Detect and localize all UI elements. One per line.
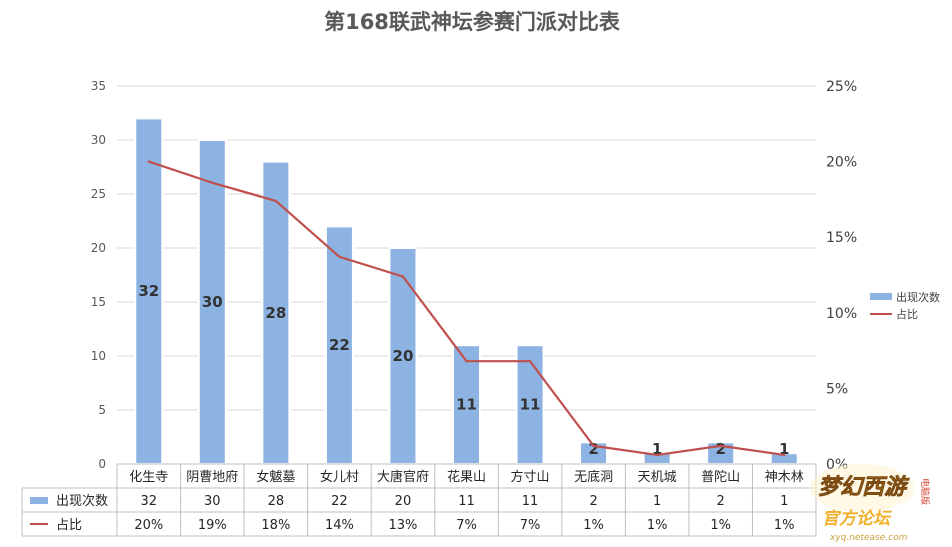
table-cell: 1 [780,494,788,509]
logo-url: xyq.netease.com [829,533,908,543]
legend-line-label: 占比 [896,307,918,321]
table-cell: 2 [589,494,597,509]
right-tick-label: 20% [826,155,857,171]
table-cell: 30 [204,494,221,509]
table-cell: 28 [268,494,285,509]
line-point [719,444,722,448]
line-point [528,359,532,363]
bar-data-label: 11 [520,396,541,414]
table-cell: 7% [520,518,541,533]
chart-title: 第168联武神坛参赛门派对比表 [324,10,621,34]
bar-data-label: 11 [456,396,477,414]
bar [261,160,291,465]
table-row-label: 出现次数 [56,493,108,509]
bar-data-label: 30 [202,293,223,311]
logo-subtitle: 官方论坛 [822,509,892,529]
left-tick-label: 30 [91,133,106,147]
table-bar-key [30,497,48,504]
bar-data-labels: 32 30 28 22 20 11 11 2 1 2 1 [138,282,789,458]
bar-data-label: 32 [138,282,159,300]
category-label: 方寸山 [511,469,550,485]
line-point [147,160,150,163]
table-cell: 19% [198,518,227,533]
category-label: 无底洞 [574,469,613,485]
left-tick-label: 5 [98,403,106,417]
left-tick-label: 35 [91,79,106,93]
watermark-logo: 梦幻西游 电脑版 官方论坛 xyq.netease.com [810,464,931,543]
table-cell: 18% [261,518,290,533]
bar-data-label: 22 [329,336,350,354]
line-point [274,199,278,203]
category-label: 化生寺 [129,470,168,485]
logo-tag: 电脑版 [919,478,931,505]
bar-data-label: 1 [779,440,789,458]
legend-bar-swatch [870,293,892,300]
left-tick-label: 15 [91,295,106,309]
bar [515,344,545,466]
bar-data-label: 1 [652,440,662,458]
table-cell: 11 [458,494,475,509]
table-cell: 1% [774,518,795,533]
table-cell: 1% [647,518,668,533]
bar [452,344,481,466]
left-tick-label: 25 [91,187,106,201]
right-tick-label: 5% [826,381,848,397]
line-point [338,255,341,259]
category-label: 普陀山 [701,469,740,485]
left-tick-label: 0 [98,457,106,471]
line-point [783,453,786,457]
right-axis-ticks: 0%5%10%15%20%25% [826,79,857,473]
table-cell: 32 [140,494,157,509]
bar-data-label: 2 [715,440,725,458]
left-tick-label: 10 [91,349,106,363]
line-series [147,160,786,457]
table-cell: 7% [456,518,477,533]
legend-bar-label: 出现次数 [896,290,940,304]
bar-data-label: 28 [265,304,286,322]
line-point [465,359,468,363]
bar-data-label: 2 [588,440,598,458]
table-cell: 14% [325,518,354,533]
line-point [211,181,214,184]
category-label: 大唐官府 [377,469,429,485]
left-tick-label: 20 [91,241,106,255]
table-cell: 1% [583,518,604,533]
bar [324,225,354,465]
legend: 出现次数 占比 [870,290,940,321]
table-cell: 1 [653,494,661,509]
line-point [592,444,595,448]
right-tick-label: 10% [826,306,857,322]
line-point [401,275,405,278]
category-label: 女儿村 [320,469,359,485]
category-label: 阴曹地府 [186,470,238,485]
table-row-label: 占比 [56,518,82,533]
logo-text: 梦幻西游 [818,475,910,500]
bar-data-label: 20 [393,347,414,365]
category-label: 花果山 [447,469,486,485]
category-label: 神木林 [765,470,804,485]
right-tick-label: 15% [826,230,857,246]
right-tick-label: 25% [826,79,857,95]
table-cell: 20% [134,518,163,533]
table-cell: 13% [389,518,418,533]
table-cell: 1% [710,518,731,533]
line-point [655,453,659,457]
table-cell: 11 [522,494,539,509]
table-cell: 2 [717,494,725,509]
bar [388,247,418,465]
data-table: 化生寺 阴曹地府 女魃墓 女儿村 大唐官府 花果山 方寸山 无底洞 天机城 普陀山 神木林出现次数占… [21,463,817,537]
category-label: 天机城 [638,470,677,485]
logo-cloud [810,464,914,512]
table-cell: 20 [395,494,412,509]
left-axis-ticks: 0 5 10 15 20 25 30 35 [91,79,106,471]
table-cell: 22 [331,494,348,509]
category-label: 女魃墓 [256,469,295,485]
